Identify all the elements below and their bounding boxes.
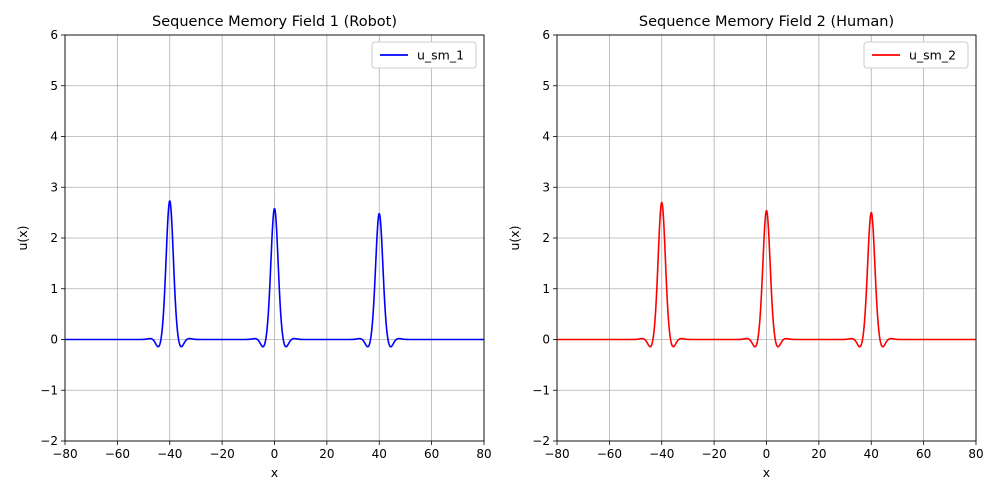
y-tick-label: −1 [40,383,58,397]
x-tick-label: −60 [105,447,130,461]
y-tick-label: −1 [532,383,550,397]
y-tick-label: 5 [542,79,550,93]
series-line-u_sm_2 [556,201,977,348]
y-tick-label: 0 [542,333,550,347]
y-axis-label: u(x) [15,225,30,250]
y-tick-label: −2 [532,434,550,448]
y-tick-label: 0 [50,333,58,347]
y-tick-label: −2 [40,434,58,448]
x-tick-label: −20 [701,447,726,461]
x-tick-label: 0 [271,447,279,461]
y-tick-label: 5 [50,79,58,93]
x-tick-label: −80 [52,447,77,461]
y-axis-label: u(x) [507,225,522,250]
series-line-u_sm_1 [64,200,485,348]
x-tick-label: 0 [763,447,771,461]
y-tick-label: 3 [50,180,58,194]
y-tick-label: 4 [542,130,550,144]
x-tick-label: 60 [424,447,439,461]
chart-title: Sequence Memory Field 1 (Robot) [152,14,397,30]
x-tick-label: 40 [864,447,879,461]
y-tick-label: 3 [542,180,550,194]
x-tick-label: 80 [476,447,491,461]
legend: u_sm_1 [371,41,477,69]
x-tick-label: 40 [372,447,387,461]
legend: u_sm_2 [863,41,969,69]
legend-label: u_sm_1 [417,48,464,63]
x-tick-label: 20 [319,447,334,461]
x-tick-label: −40 [157,447,182,461]
y-tick-label: 1 [542,282,550,296]
y-tick-label: 6 [50,28,58,42]
x-tick-label: 80 [968,447,983,461]
y-tick-label: 6 [542,28,550,42]
y-tick-label: 2 [50,231,58,245]
chart-panel-human: −80 −60 −40 −20 0 20 40 60 80 −2 −1 0 1 2 3 4 5 6 Sequence… [507,14,984,480]
y-tick-label: 4 [50,130,58,144]
y-tick-label: 1 [50,282,58,296]
x-axis-label: x [271,465,278,480]
chart-panel-robot: −80 −60 −40 −20 0 20 40 60 80 −2 −1 0 1 2 3 4 5 6 Sequence… [15,14,492,480]
x-axis-label: x [763,465,770,480]
x-tick-label: −20 [209,447,234,461]
x-tick-label: −80 [544,447,569,461]
x-tick-label: −60 [597,447,622,461]
x-tick-label: −40 [649,447,674,461]
legend-label: u_sm_2 [909,48,956,63]
chart-title: Sequence Memory Field 2 (Human) [639,14,894,30]
legend-box [863,41,969,69]
x-tick-label: 60 [916,447,931,461]
legend-box [371,41,477,69]
x-tick-label: 20 [811,447,826,461]
y-tick-label: 2 [542,231,550,245]
